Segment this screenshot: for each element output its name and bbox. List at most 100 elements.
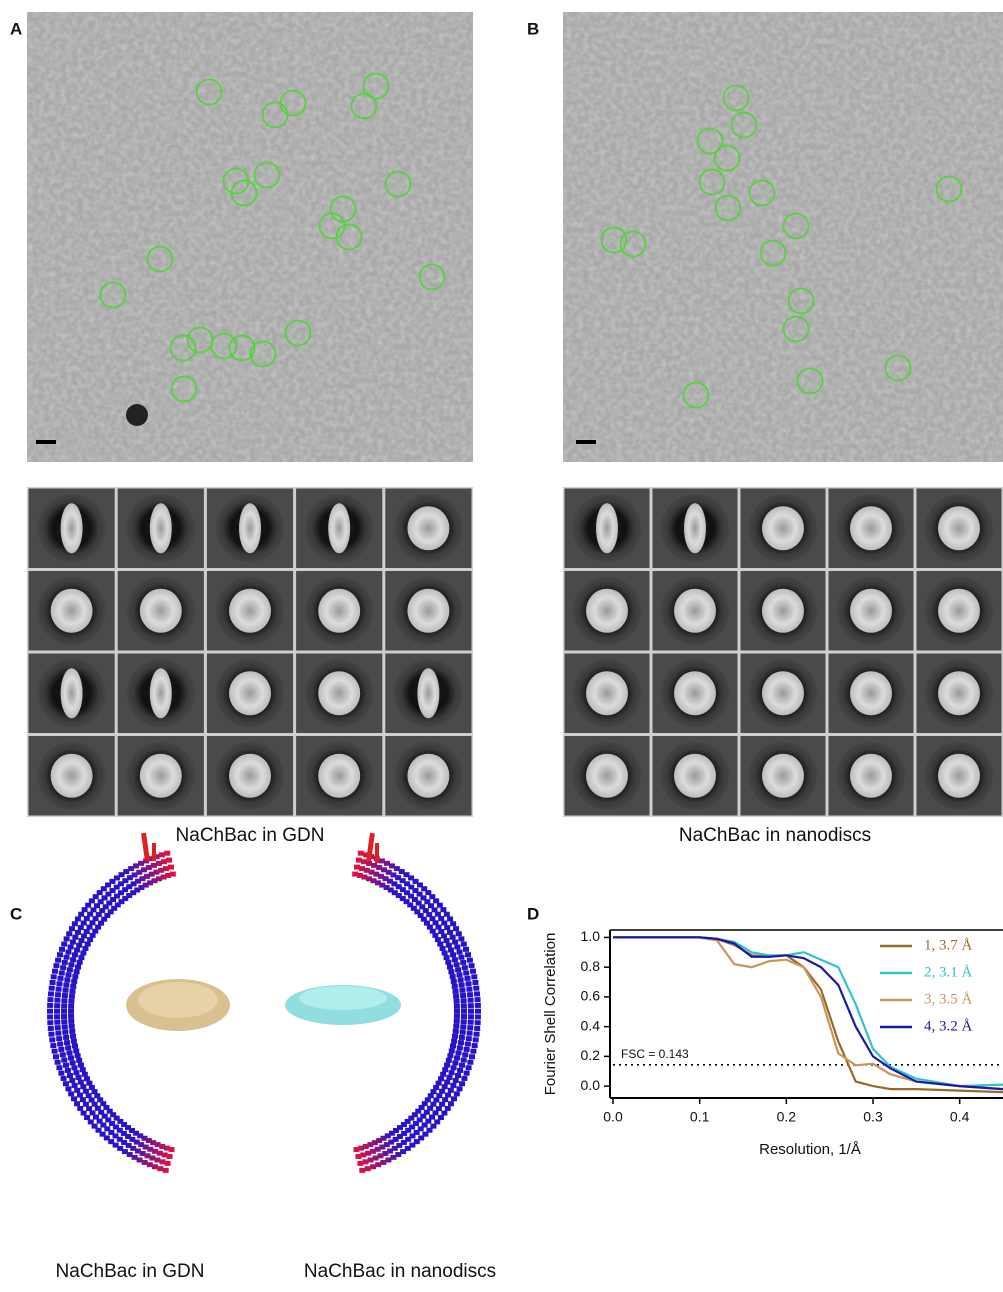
view-bin [90,933,96,938]
view-bin [87,912,93,917]
view-bin [447,1053,453,1058]
view-bin [467,1060,473,1065]
view-bin [61,1058,67,1063]
view-bin [452,957,458,962]
view-bin [164,851,170,856]
view-bin [443,938,449,943]
view-bin [69,1078,75,1083]
tile-particle [61,668,83,718]
legend-label: 1, 3.7 Å [924,937,973,953]
view-bin [471,974,477,979]
tile-particle [762,671,804,715]
tile-particle [938,754,980,798]
class-averages [27,487,1003,817]
view-bin [458,955,464,960]
view-bin [454,1004,460,1009]
view-bin [49,1037,55,1042]
view-bin [442,1097,448,1102]
view-bin [459,988,465,993]
view-bin [64,955,70,960]
view-bin [74,1101,80,1106]
view-bin [435,912,441,917]
view-bin [444,925,450,930]
view-bin [463,971,469,976]
tile-particle [850,754,892,798]
view-bin [474,991,480,996]
view-bin [72,952,78,957]
view-bin [70,940,76,945]
view-bin [466,987,472,992]
view-bin [464,976,470,981]
x-tick-label: 0.4 [950,1109,970,1125]
view-bin [446,1075,452,1080]
view-bin [72,1044,78,1049]
view-bin [47,1003,53,1008]
view-bin [458,1040,464,1045]
view-bin [449,1048,455,1053]
view-bin [69,989,75,994]
view-bin [468,1014,474,1019]
view-bin [354,1147,360,1152]
view-bin [50,1043,56,1048]
view-bin [472,1043,478,1048]
view-bin [456,972,462,977]
view-bin [78,955,84,960]
tile-particle [674,589,716,633]
view-bin [433,920,439,925]
view-bin [49,986,55,991]
caption: NaChBac in GDN [56,1261,205,1282]
tile-particle [407,754,449,798]
view-bin [55,1025,61,1030]
view-bin [75,930,81,935]
x-tick-label: 0.3 [863,1109,883,1125]
view-bin [380,1160,386,1165]
view-bin [65,1086,71,1091]
view-bin [47,997,53,1002]
tile-particle [239,503,261,553]
view-bin [89,920,95,925]
view-bin [63,1063,69,1068]
view-bin [84,916,90,921]
view-peak [141,833,150,861]
view-bin [72,1083,78,1088]
view-bin [454,1019,460,1024]
tile-particle [762,754,804,798]
view-bin [447,916,453,921]
view-bin [147,1162,153,1167]
view-bin [444,1080,450,1085]
view-bin [475,1009,481,1014]
y-tick-label: 1.0 [581,928,601,944]
view-bin [74,947,80,952]
view-bin [84,1115,90,1120]
view-bin [465,952,471,957]
view-bin [436,1093,442,1098]
view-bin [166,858,172,863]
view-bin [85,941,91,946]
view-bin [56,981,62,986]
view-bin [65,950,71,955]
view-bin [63,1035,69,1040]
view-bin [475,1020,481,1025]
view-bin [60,1052,66,1057]
tile-particle [417,668,439,718]
view-bin [445,960,451,965]
view-bin [75,1053,81,1058]
view-bin [457,1068,463,1073]
panel-label: A [10,19,22,38]
view-bin [464,1047,470,1052]
view-bin [467,958,473,963]
view-bin [67,1073,73,1078]
view-bin [461,1019,467,1024]
tile-particle [596,503,618,553]
view-bin [454,945,460,950]
view-bin [80,1067,86,1072]
view-bin [68,999,74,1004]
view-bin [53,1054,59,1059]
view-bin [77,1106,83,1111]
view-bin [86,1106,92,1111]
view-bin [57,952,63,957]
view-bin [73,1048,79,1053]
view-bin [463,947,469,952]
tile-particle [51,754,93,798]
threshold-label: FSC = 0.143 [621,1047,689,1061]
